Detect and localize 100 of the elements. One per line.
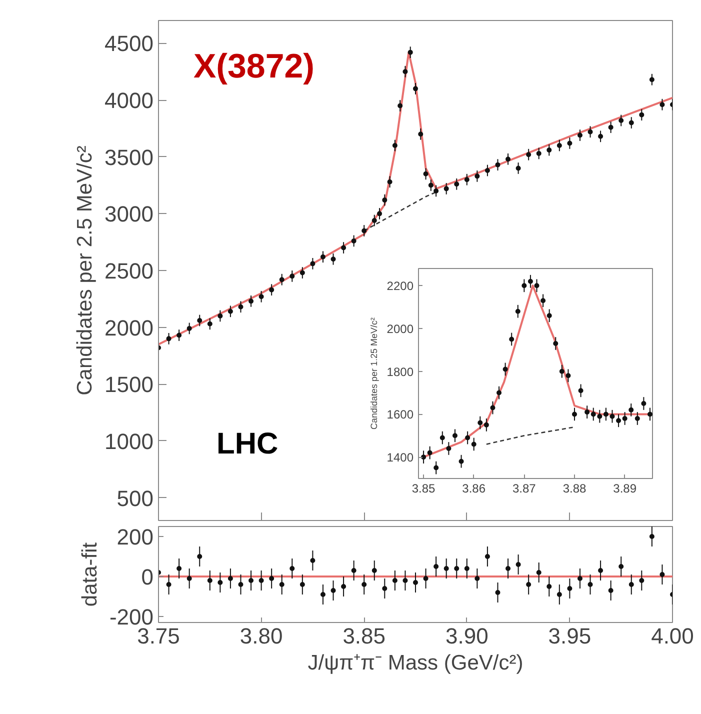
- point: [427, 450, 432, 456]
- point: [526, 582, 532, 587]
- point: [186, 576, 192, 581]
- point: [618, 564, 624, 569]
- x-tick-label: 3.85: [412, 482, 436, 496]
- point: [515, 308, 520, 314]
- y-axis-title: Candidates per 2.5 MeV/c²: [74, 146, 97, 396]
- point: [603, 412, 608, 417]
- point: [474, 174, 480, 179]
- point: [186, 326, 192, 331]
- point: [506, 566, 511, 571]
- point: [269, 287, 274, 292]
- point: [559, 368, 564, 374]
- point: [444, 566, 449, 571]
- point: [608, 124, 614, 130]
- text: X(3872): [194, 48, 314, 86]
- point: [546, 148, 552, 153]
- x-tick-label: 3.88: [562, 482, 587, 496]
- point: [577, 576, 582, 581]
- point: [310, 261, 316, 266]
- point: [546, 584, 552, 589]
- point: [421, 454, 426, 460]
- point: [536, 570, 542, 575]
- point: [628, 407, 634, 412]
- point: [320, 254, 326, 260]
- point: [228, 308, 233, 314]
- point: [622, 416, 628, 421]
- point: [440, 435, 445, 440]
- point: [556, 143, 562, 148]
- x-tick-label: 4.00: [651, 624, 694, 648]
- x-axis-title: J/ψπ⁺π⁻ Mass (GeV/c²): [308, 652, 524, 674]
- point: [634, 416, 640, 421]
- point: [362, 228, 367, 234]
- point: [546, 313, 552, 318]
- point: [330, 588, 336, 593]
- point: [639, 112, 644, 118]
- point: [310, 558, 316, 563]
- point: [176, 332, 182, 338]
- point: [402, 578, 408, 583]
- point: [434, 564, 439, 569]
- point: [330, 256, 336, 262]
- point: [452, 433, 458, 438]
- point: [464, 566, 470, 571]
- x-tick-label: 3.95: [548, 624, 592, 648]
- point: [228, 576, 233, 581]
- point: [290, 274, 295, 279]
- point: [197, 318, 202, 323]
- point: [495, 162, 500, 168]
- point: [428, 182, 434, 188]
- point: [248, 578, 254, 583]
- point: [279, 277, 284, 282]
- point: [392, 143, 398, 148]
- y-tick-label: 2500: [104, 258, 154, 284]
- y-tick-label: 3000: [104, 202, 154, 227]
- point: [238, 304, 244, 310]
- point: [269, 576, 274, 581]
- point: [567, 586, 572, 591]
- y-tick-label: 4500: [104, 31, 154, 56]
- annotation: LHC: [216, 428, 278, 460]
- point: [649, 77, 654, 82]
- point: [478, 420, 483, 426]
- point: [166, 336, 172, 342]
- point: [484, 168, 490, 173]
- point: [484, 554, 490, 559]
- point: [382, 198, 388, 203]
- point: [598, 568, 604, 573]
- y-tick-label: 1400: [386, 450, 414, 465]
- point: [387, 179, 392, 184]
- point: [474, 576, 480, 581]
- point: [598, 134, 604, 139]
- point: [516, 166, 521, 171]
- point: [458, 458, 464, 464]
- y-tick-label: 1600: [386, 408, 414, 422]
- point: [496, 390, 502, 396]
- point: [351, 568, 356, 573]
- point: [392, 578, 398, 583]
- y-axis-title: Candidates per 1.25 MeV/c²: [368, 317, 379, 430]
- y-tick-label: 1500: [104, 372, 154, 398]
- point: [454, 566, 460, 571]
- y-tick-label: 200: [116, 524, 154, 550]
- point: [639, 578, 644, 583]
- point: [660, 572, 665, 577]
- point: [218, 313, 223, 318]
- point: [590, 412, 596, 417]
- point: [320, 592, 326, 597]
- point: [584, 410, 590, 415]
- point: [536, 150, 542, 156]
- point: [660, 102, 665, 108]
- x-tick-label: 3.90: [445, 624, 488, 648]
- point: [413, 580, 418, 585]
- point: [207, 321, 212, 326]
- point: [516, 562, 521, 567]
- y-tick-label: 1000: [104, 428, 154, 454]
- x-tick-label: 3.80: [240, 624, 283, 648]
- point: [566, 373, 571, 378]
- point: [484, 422, 489, 428]
- point: [423, 576, 428, 581]
- point: [258, 578, 264, 583]
- point: [444, 186, 449, 192]
- point: [522, 283, 527, 288]
